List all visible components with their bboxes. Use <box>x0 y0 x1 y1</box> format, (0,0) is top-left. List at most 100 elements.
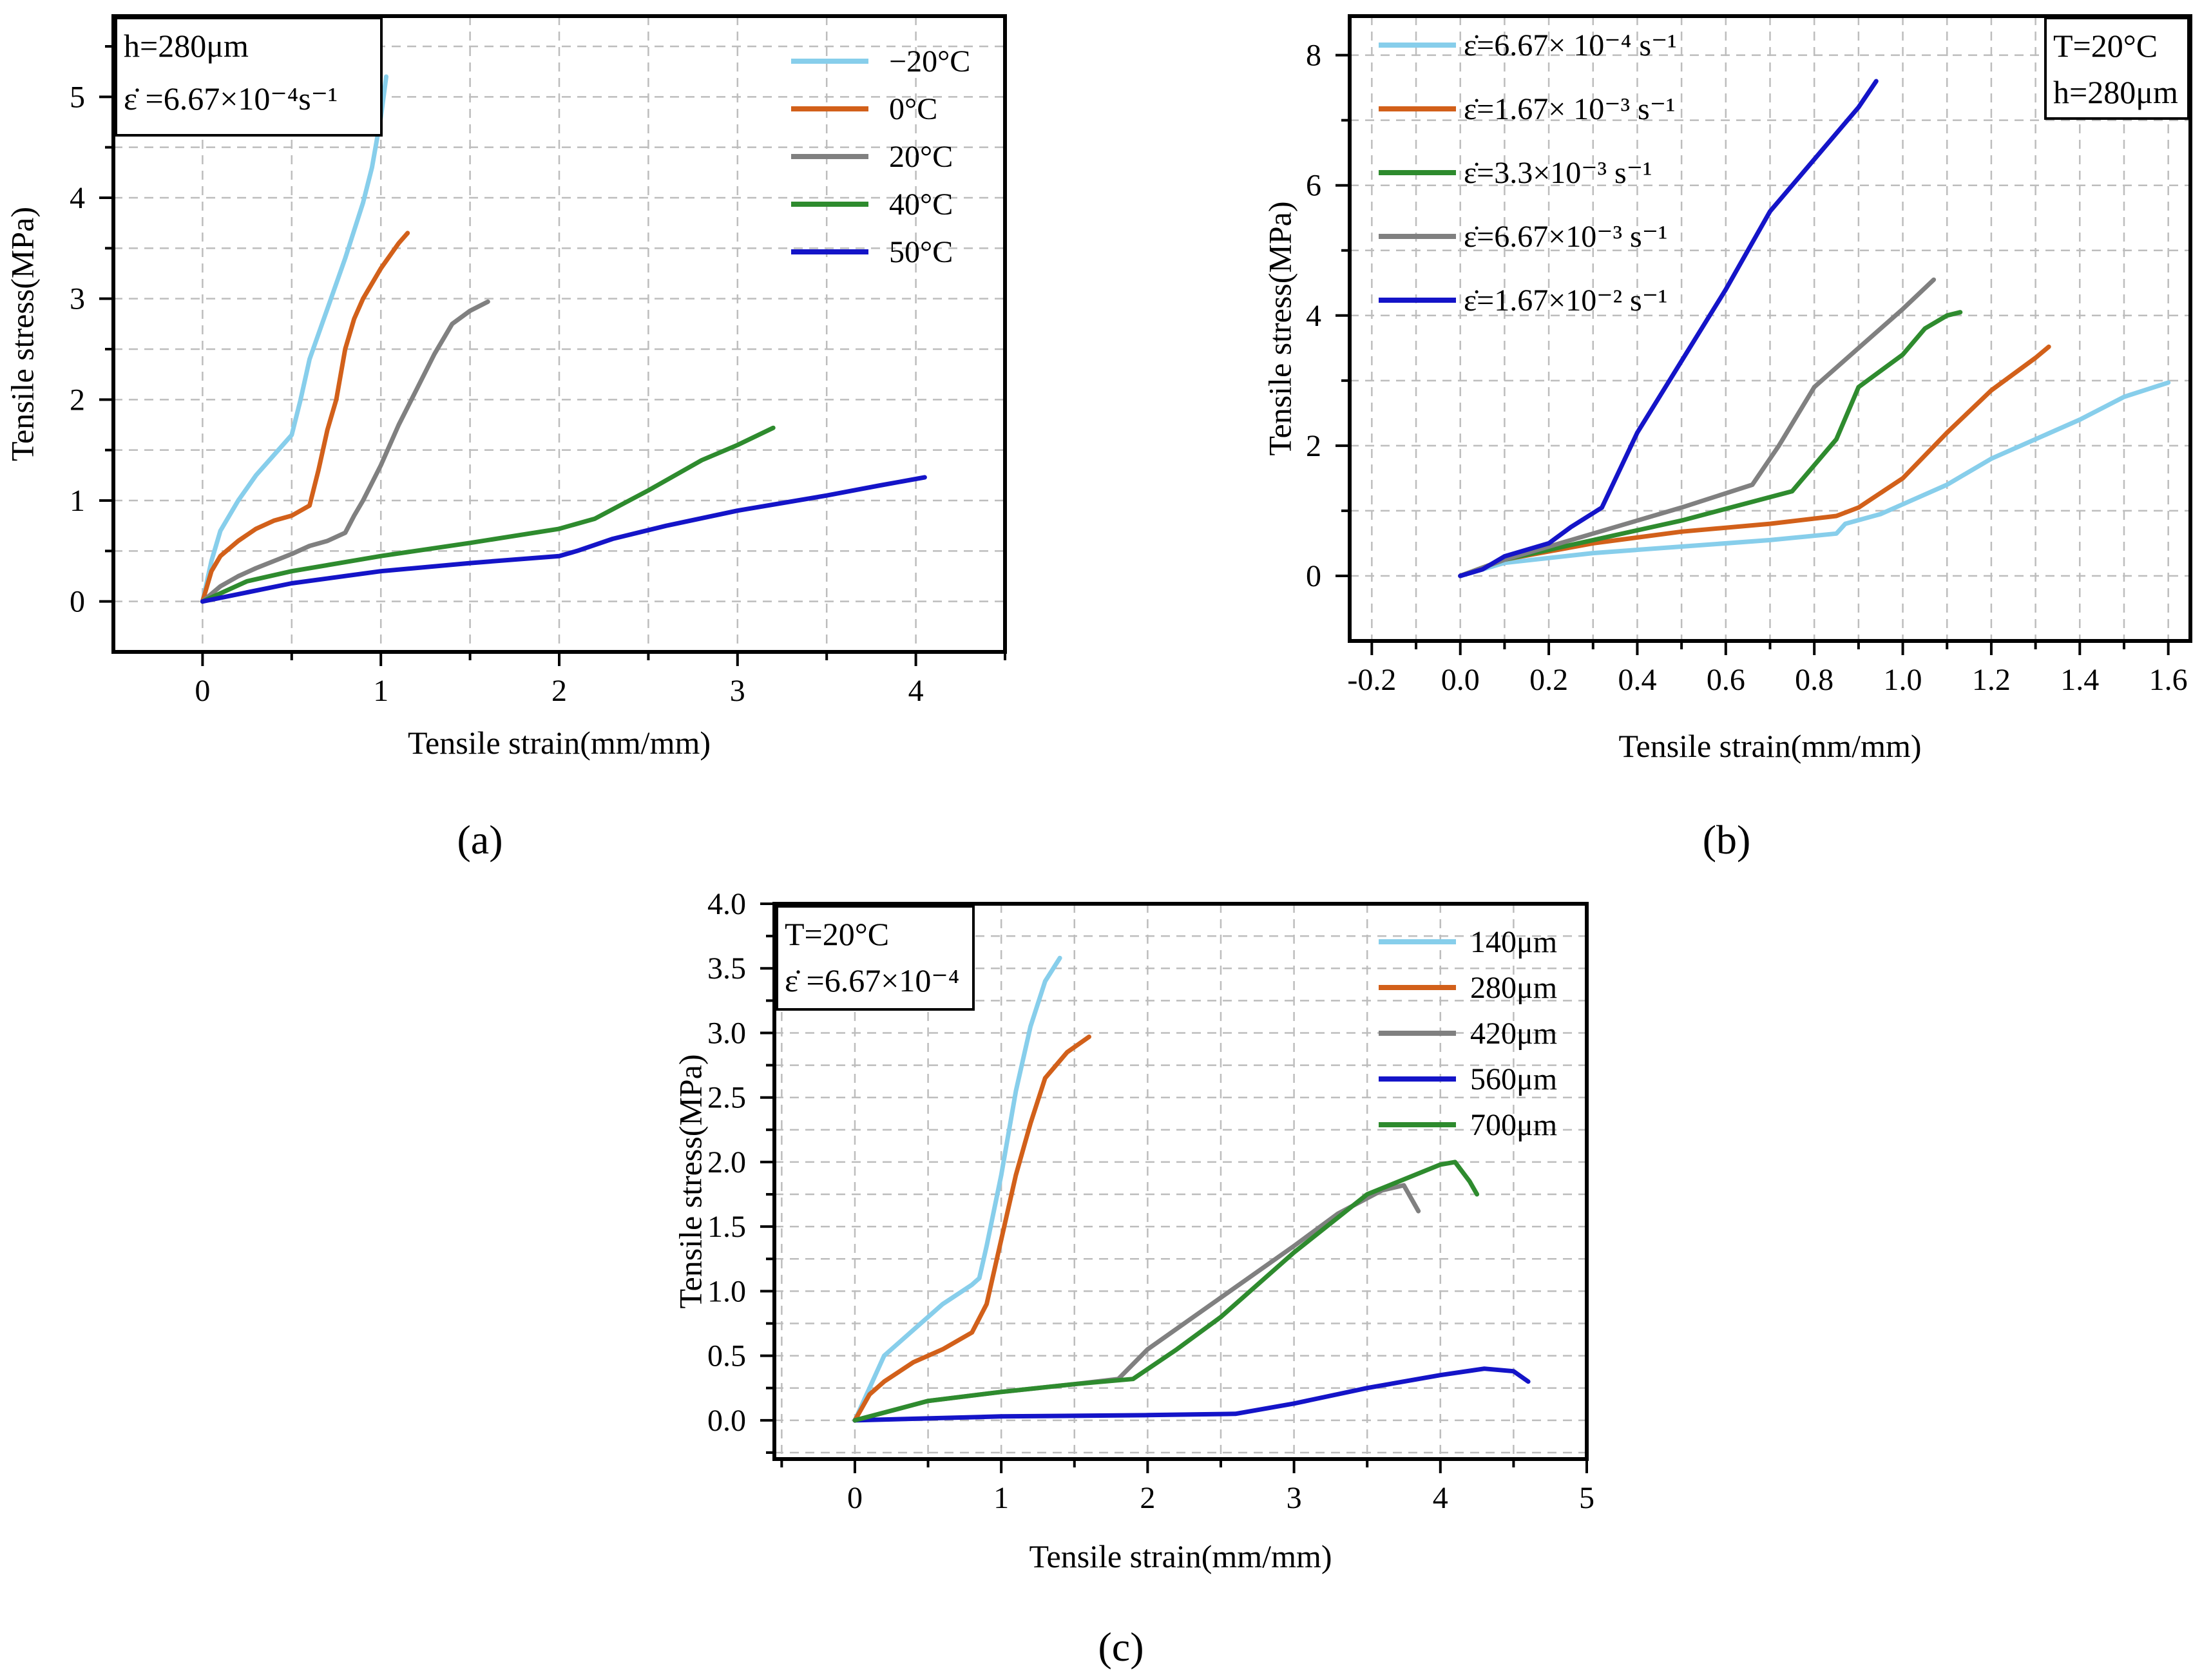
legend-label-3: ε̇=3.3×10⁻³ s⁻¹ <box>1464 156 1652 190</box>
x-tick-label: 1.0 <box>1884 663 1922 697</box>
annotation-frame <box>776 905 975 1011</box>
y-axis-label: Tensile stress(MPa) <box>1261 201 1297 455</box>
x-tick-label: 4 <box>1433 1481 1448 1515</box>
annotation-frame <box>2044 17 2190 120</box>
legend-label-5: ε̇=1.67×10⁻² s⁻¹ <box>1464 283 1667 318</box>
y-tick-label: 0.0 <box>707 1404 746 1438</box>
x-tick-label: 1.4 <box>2060 663 2099 697</box>
gridlines <box>113 16 1006 652</box>
y-tick-label: 3 <box>70 282 85 316</box>
legend: −20°C 0°C 20°C 40°C 50°C <box>791 44 970 269</box>
y-tick-label: 5 <box>70 80 85 114</box>
x-axis-label: Tensile strain(mm/mm) <box>1029 1538 1332 1574</box>
series-line-5 <box>1458 79 1879 578</box>
x-tick-label: 1 <box>373 674 388 708</box>
y-axis-label: Tensile stress(MPa) <box>4 207 40 461</box>
legend-label-4: 560μm <box>1470 1062 1557 1096</box>
series-line-4 <box>1458 277 1937 578</box>
panel-label-a: (a) <box>457 817 503 863</box>
y-tick-label: 4.0 <box>707 887 746 921</box>
annotation-frame <box>115 17 383 137</box>
x-tick-label: 0.2 <box>1529 663 1568 697</box>
x-tick-label: 0.8 <box>1795 663 1833 697</box>
x-tick-label: 3 <box>730 674 745 708</box>
series-group <box>1458 79 2171 578</box>
series-line-1 <box>200 74 388 604</box>
legend: 140μm 280μm 420μm 560μm 700μm <box>1379 925 1557 1142</box>
gridlines <box>1350 16 2190 641</box>
x-axis-label: Tensile strain(mm/mm) <box>408 725 711 761</box>
y-tick-label: 6 <box>1306 169 1321 203</box>
y-tick-label: 2 <box>1306 429 1321 463</box>
series-line-3 <box>1458 310 1963 578</box>
chart-panel-a: 0 1 2 3 4 0 1 2 3 4 5 Tensile strain(mm/mm) Tensile … <box>4 14 1007 863</box>
panel-label-b: (b) <box>1703 817 1751 863</box>
x-tick-label: 5 <box>1579 1481 1594 1515</box>
legend-label-2: 0°C <box>889 92 937 126</box>
legend-label-2: 280μm <box>1470 971 1557 1005</box>
y-tick-label: 3.0 <box>707 1016 746 1050</box>
annotation-line: T=20°C <box>2053 28 2158 64</box>
x-tick-label: 4 <box>908 674 924 708</box>
x-tick-label: 1.6 <box>2149 663 2188 697</box>
legend-label-1: ε̇=6.67× 10⁻⁴ s⁻¹ <box>1464 28 1677 62</box>
y-tick-label: 0 <box>1306 559 1321 593</box>
chart-panel-b: -0.2 0.0 0.2 0.4 0.6 0.8 1.0 1.2 1.4 1.6 0 2 4 6 8 Tens… <box>1261 14 2192 863</box>
annotation-line: ε̇ =6.67×10⁻⁴ <box>785 962 959 998</box>
annotation-box: h=280μm ε̇ =6.67×10⁻⁴s⁻¹ <box>115 17 383 137</box>
legend-label-4: 40°C <box>889 187 953 222</box>
series-line-2 <box>852 1035 1091 1423</box>
legend-label-5: 50°C <box>889 235 953 269</box>
y-tick-label: 3.5 <box>707 951 746 986</box>
x-tick-label: 1.2 <box>1972 663 2011 697</box>
legend-label-4: ε̇=6.67×10⁻³ s⁻¹ <box>1464 220 1667 254</box>
y-tick-label: 1.5 <box>707 1210 746 1244</box>
series-line-1 <box>852 955 1062 1423</box>
legend-label-5: 700μm <box>1470 1108 1557 1142</box>
y-tick-label: 8 <box>1306 39 1321 73</box>
legend-label-1: 140μm <box>1470 925 1557 959</box>
y-tick-label: 4 <box>70 181 85 215</box>
x-tick-label: 0.4 <box>1618 663 1656 697</box>
series-line-4 <box>852 1366 1531 1423</box>
annotation-box: T=20°C h=280μm <box>2044 17 2190 120</box>
y-axis-label: Tensile stress(MPa) <box>672 1054 708 1308</box>
y-tick-label: 1 <box>70 484 85 518</box>
annotation-line: T=20°C <box>785 916 889 952</box>
x-tick-label: 0.0 <box>1441 663 1480 697</box>
series-group <box>852 955 1531 1423</box>
y-tick-label: 0 <box>70 585 85 619</box>
series-line-5 <box>852 1160 1480 1423</box>
x-tick-label: 3 <box>1287 1481 1302 1515</box>
x-tick-label: 0 <box>195 674 210 708</box>
series-line-4 <box>200 425 776 604</box>
series-line-2 <box>200 231 410 604</box>
series-line-1 <box>1458 380 2171 578</box>
legend: ε̇=6.67× 10⁻⁴ s⁻¹ ε̇=1.67× 10⁻³ s⁻¹ ε̇=3.3… <box>1379 28 1677 318</box>
y-tick-label: 4 <box>1306 299 1321 333</box>
x-tick-label: 0 <box>847 1481 863 1515</box>
legend-label-1: −20°C <box>889 44 970 79</box>
series-line-2 <box>1458 344 2051 578</box>
x-tick-label: 2 <box>1140 1481 1155 1515</box>
plot-frame <box>772 902 1589 1461</box>
y-tick-label: 2 <box>70 383 85 417</box>
annotation-line: h=280μm <box>124 28 249 64</box>
x-tick-label: 1 <box>993 1481 1009 1515</box>
legend-label-3: 420μm <box>1470 1017 1557 1051</box>
series-group <box>200 74 927 604</box>
y-tick-label: 1.0 <box>707 1274 746 1308</box>
x-tick-label: 2 <box>551 674 567 708</box>
legend-label-2: ε̇=1.67× 10⁻³ s⁻¹ <box>1464 92 1675 126</box>
annotation-line: ε̇ =6.67×10⁻⁴s⁻¹ <box>124 81 338 117</box>
panel-label-c: (c) <box>1098 1624 1144 1670</box>
y-tick-label: 2.0 <box>707 1145 746 1179</box>
chart-panel-c: 0 1 2 3 4 5 0.0 0.5 1.0 1.5 2.0 2.5 3.0 3.5 4.0 Tensile… <box>672 887 1594 1670</box>
y-tick-label: 2.5 <box>707 1081 746 1115</box>
annotation-box: T=20°C ε̇ =6.67×10⁻⁴ <box>776 905 975 1011</box>
y-tick-label: 0.5 <box>707 1339 746 1373</box>
x-axis-label: Tensile strain(mm/mm) <box>1618 728 1921 764</box>
annotation-line: h=280μm <box>2053 74 2178 110</box>
series-line-3 <box>200 299 490 604</box>
